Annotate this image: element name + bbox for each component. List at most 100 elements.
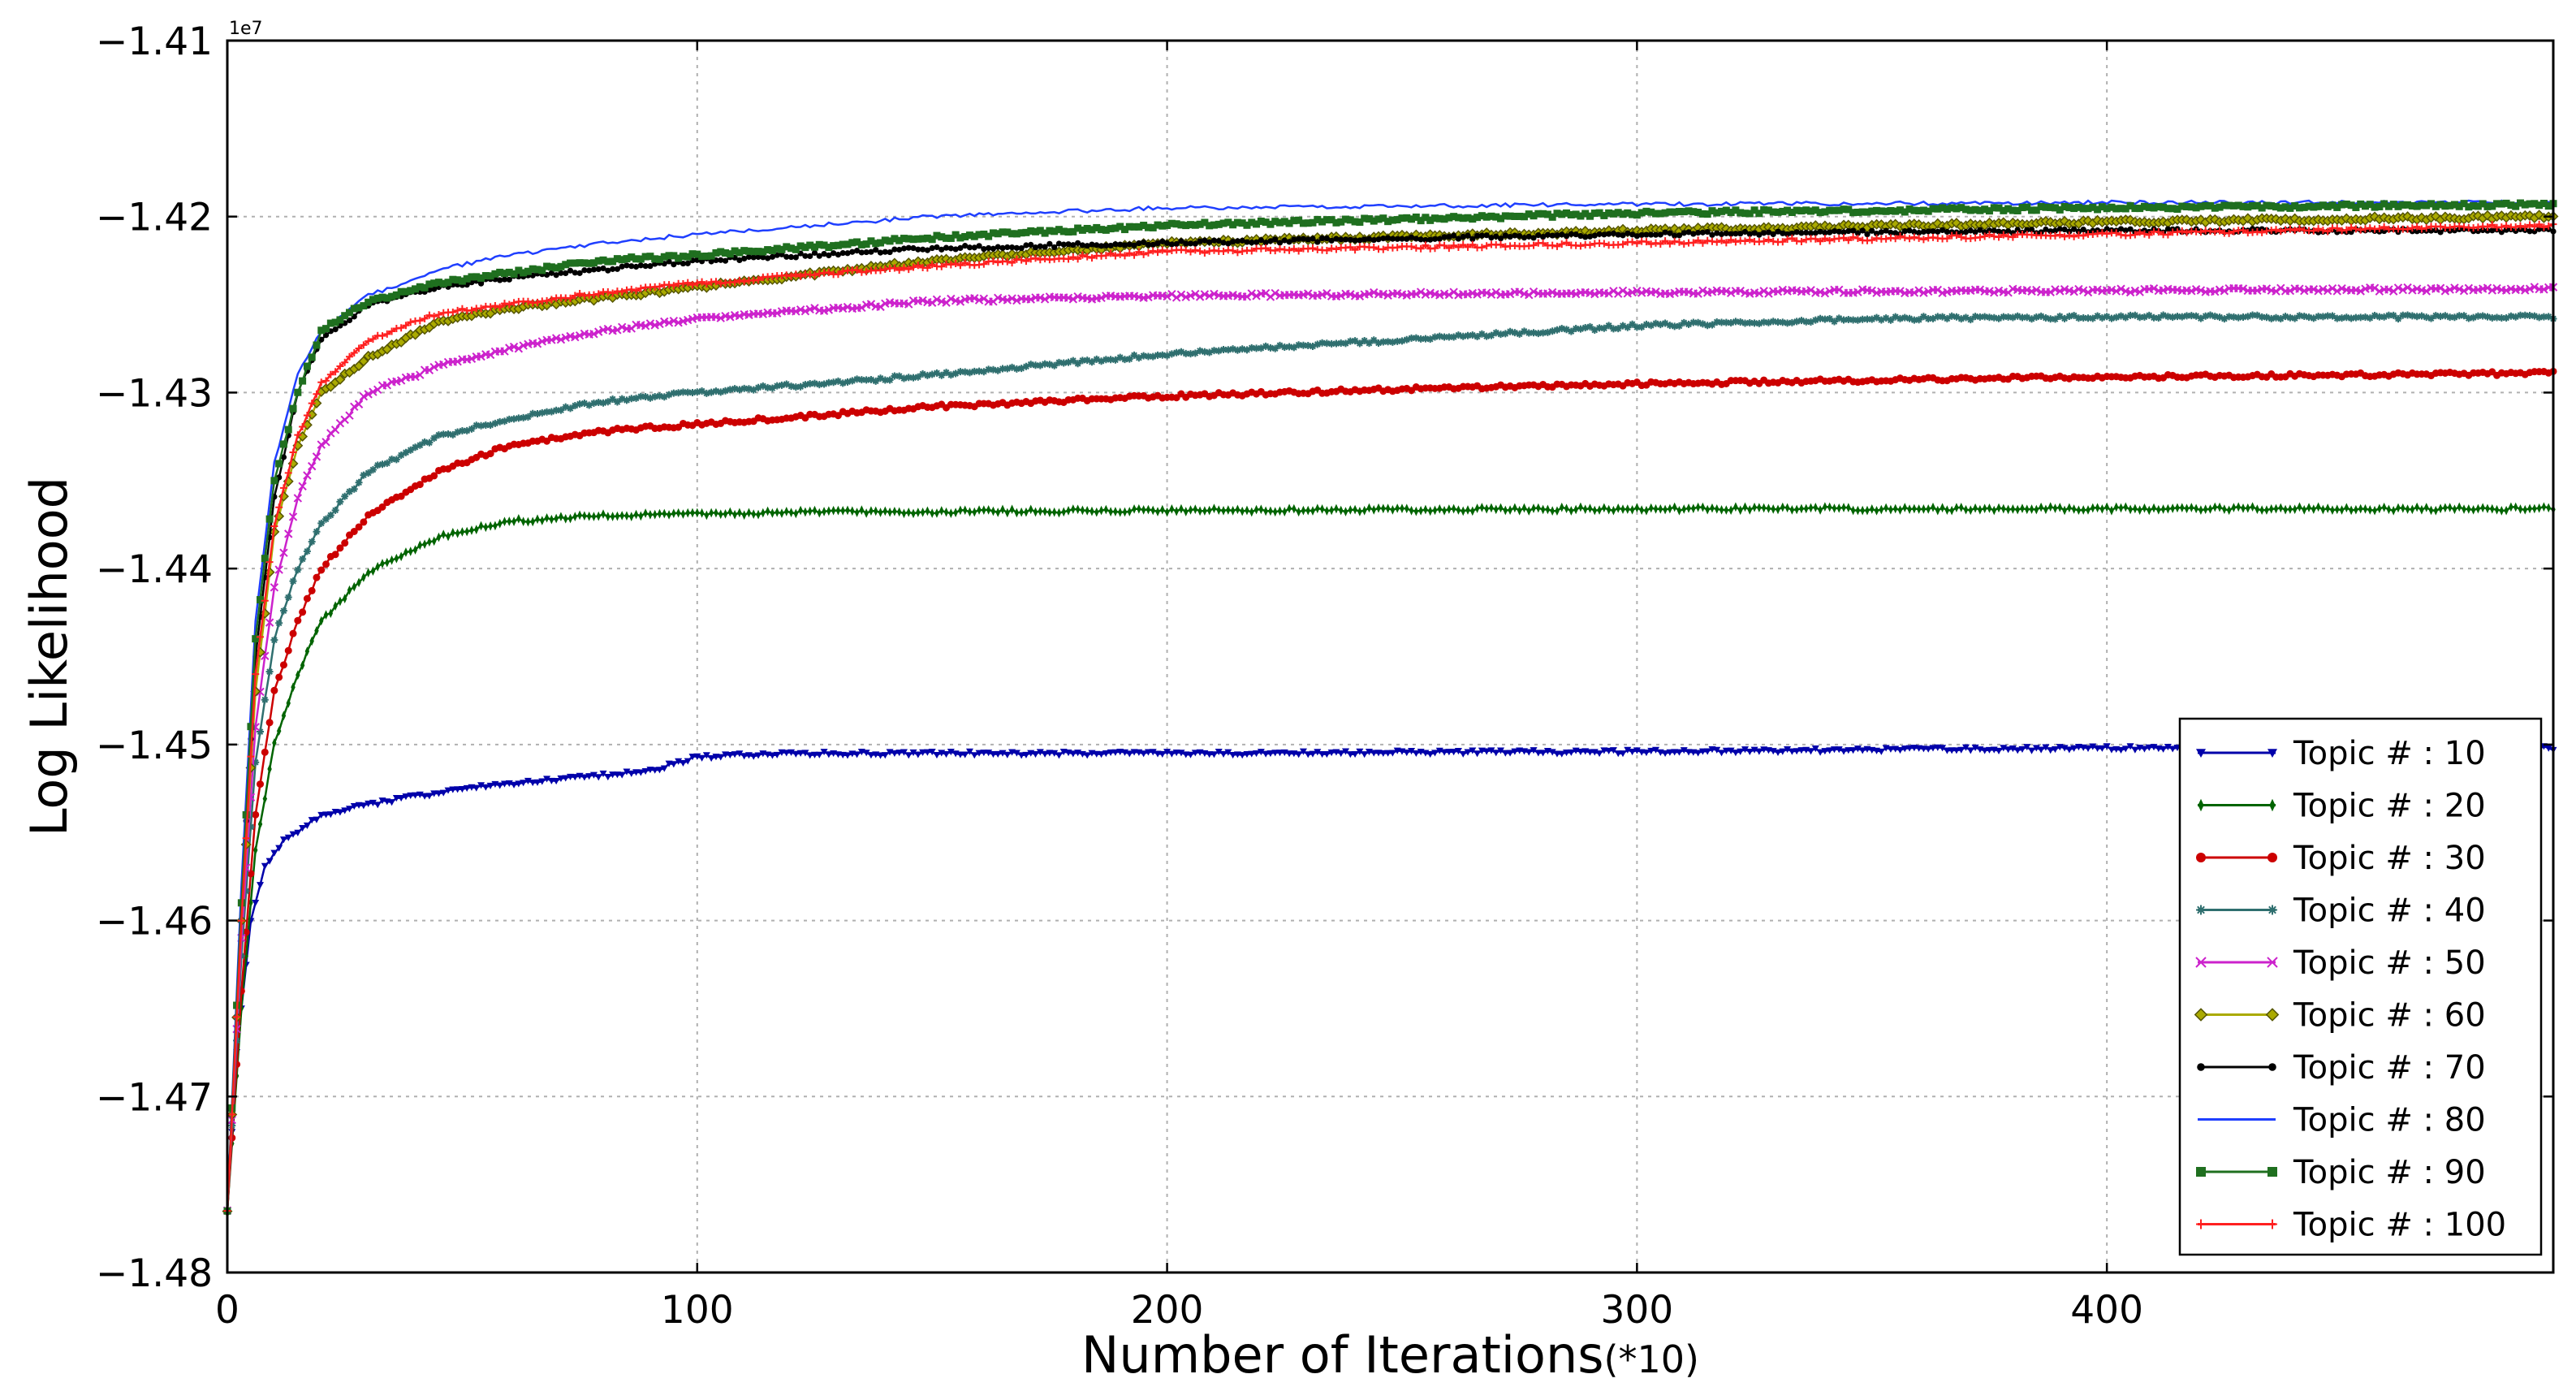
series-marker xyxy=(2253,286,2262,296)
legend-label: Topic # : 90 xyxy=(2293,1154,2486,1191)
series-marker xyxy=(2404,311,2412,319)
series-marker xyxy=(336,498,344,506)
series-marker xyxy=(355,523,363,531)
series-marker xyxy=(986,504,991,515)
series-marker xyxy=(806,752,814,759)
series-marker xyxy=(1853,316,1862,324)
y-tick-label: −1.48 xyxy=(96,1251,213,1296)
series-marker xyxy=(270,686,278,694)
series-marker xyxy=(1238,752,1246,759)
series-marker xyxy=(335,418,345,428)
series-marker xyxy=(2010,504,2016,514)
series-marker xyxy=(648,509,653,520)
series-marker xyxy=(1150,505,1155,516)
series-marker xyxy=(704,510,710,521)
series-marker xyxy=(1125,750,1133,758)
series-marker xyxy=(1587,503,1593,513)
series-marker xyxy=(486,450,494,458)
series-marker xyxy=(1581,323,1590,331)
series-marker xyxy=(2220,287,2229,296)
series-marker xyxy=(314,625,319,636)
series-marker xyxy=(1901,313,1909,322)
series-marker xyxy=(500,347,509,356)
series-marker xyxy=(2079,286,2088,295)
series-marker xyxy=(2502,313,2510,322)
series-marker xyxy=(2037,746,2045,754)
series-marker xyxy=(338,596,343,607)
series-marker xyxy=(537,337,546,346)
series-marker xyxy=(1479,503,1485,512)
series-marker xyxy=(257,780,265,789)
series-marker xyxy=(758,309,768,318)
series-marker xyxy=(2267,853,2277,862)
series-marker xyxy=(1346,337,1354,345)
series-marker xyxy=(333,601,338,611)
series-marker xyxy=(1873,313,1881,322)
y-tick-label: −1.45 xyxy=(96,724,213,768)
series-marker xyxy=(2488,313,2496,322)
series-marker xyxy=(1719,504,1724,515)
series-marker xyxy=(1263,506,1268,516)
series-marker xyxy=(2032,285,2041,295)
series-marker xyxy=(2198,505,2203,516)
series-marker xyxy=(909,749,917,756)
series-marker xyxy=(1051,750,1059,757)
series-marker xyxy=(1342,339,1350,348)
series-marker xyxy=(2285,286,2295,296)
series-marker xyxy=(1865,505,1870,516)
series-marker xyxy=(1409,505,1414,516)
series-marker xyxy=(896,507,902,517)
series-marker xyxy=(463,426,471,434)
series-marker xyxy=(303,822,311,830)
series-marker xyxy=(1619,750,1627,758)
series-marker xyxy=(1642,320,1650,328)
series-marker xyxy=(1022,751,1030,758)
series-marker xyxy=(1508,505,1512,515)
series-marker xyxy=(2065,313,2073,321)
series-marker xyxy=(953,508,958,518)
series-marker xyxy=(1107,356,1115,364)
series-marker xyxy=(1464,331,1472,339)
series-marker xyxy=(1470,506,1475,516)
series-marker xyxy=(1807,748,1815,755)
series-marker xyxy=(1755,748,1763,755)
series-marker xyxy=(497,518,503,529)
series-marker xyxy=(919,369,927,378)
series-marker xyxy=(2306,503,2311,512)
series-marker xyxy=(2258,313,2266,321)
series-marker xyxy=(660,393,668,401)
series-marker xyxy=(412,545,418,555)
series-marker xyxy=(2325,503,2330,513)
series-marker xyxy=(299,377,307,385)
series-marker xyxy=(2116,284,2125,293)
series-marker xyxy=(1728,505,1733,516)
series-marker xyxy=(1361,751,1369,758)
series-marker xyxy=(2149,283,2159,293)
series-marker xyxy=(693,388,701,396)
series-marker xyxy=(2192,312,2200,320)
series-marker xyxy=(702,752,710,759)
series-marker xyxy=(1370,336,1378,344)
series-marker xyxy=(2300,313,2308,321)
series-marker xyxy=(455,528,460,538)
series-marker xyxy=(538,408,546,417)
series-marker xyxy=(632,394,641,402)
series-marker xyxy=(2366,314,2374,322)
series-marker xyxy=(257,819,263,829)
series-marker xyxy=(1835,285,1844,295)
series-marker xyxy=(1088,358,1096,366)
series-marker xyxy=(1619,322,1627,330)
series-marker xyxy=(265,858,274,865)
series-marker xyxy=(2032,313,2040,322)
series-marker xyxy=(667,510,671,520)
series-marker xyxy=(242,887,250,895)
series-marker xyxy=(878,508,883,517)
series-marker xyxy=(2315,502,2321,512)
series-marker xyxy=(2187,287,2196,296)
series-marker xyxy=(1379,289,1388,299)
series-marker xyxy=(2196,286,2206,295)
series-marker xyxy=(1376,503,1381,513)
series-marker xyxy=(323,610,329,620)
series-marker xyxy=(1855,505,1861,516)
